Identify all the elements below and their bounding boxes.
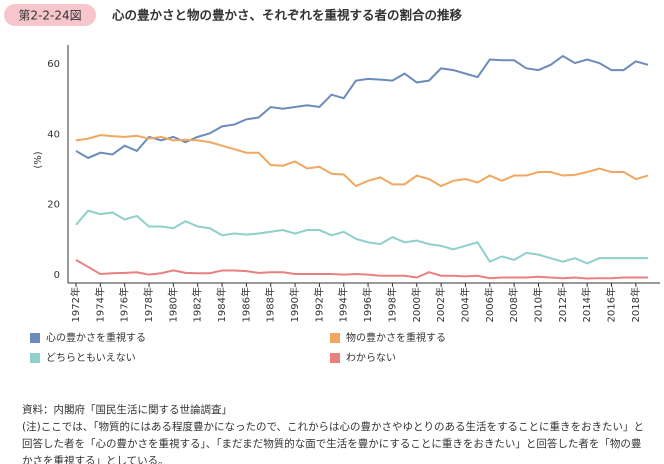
- x-tick-label: 1972年: [69, 287, 82, 322]
- x-tick-label: 1976年: [118, 287, 131, 322]
- y-tick-label: 0: [54, 270, 60, 281]
- figure-label-badge: [4, 4, 96, 26]
- note: (注)ここでは、「物質的にはある程度豊かになったので、これからは心の豊かさやゆと…: [22, 421, 645, 433]
- y-axis-label: (%): [33, 151, 44, 168]
- legend-swatch: [330, 333, 340, 343]
- chart: 第2-2-24図 心の豊かさと物の豊かさ、それぞれを重視する者の割合の推移 (%…: [4, 4, 660, 364]
- x-tick-label: 2000年: [410, 287, 423, 322]
- legend-swatch: [330, 353, 340, 363]
- x-tick-label: 1986年: [239, 287, 252, 322]
- x-tick-label: 1978年: [142, 287, 155, 322]
- x-tick-label: 2010年: [531, 287, 544, 322]
- x-tick-label: 2004年: [458, 287, 471, 322]
- x-tick-label: 1988年: [264, 287, 277, 322]
- x-tick-label: 1992年: [312, 287, 325, 322]
- x-tick-label: 2014年: [580, 287, 593, 322]
- x-tick-label: 1980年: [166, 287, 179, 322]
- x-tick-label: 1984年: [215, 287, 228, 322]
- x-tick-label: 2018年: [629, 287, 642, 322]
- legend-label: 物の豊かさを重視する: [346, 331, 446, 344]
- note: 資料：内閣府「国民生活に関する世論調査」: [22, 404, 232, 416]
- figure-label: 第2-2-24図: [18, 9, 81, 23]
- x-tick-label: 1974年: [93, 287, 106, 322]
- x-tick-label: 2006年: [483, 287, 496, 322]
- note: 回答した者を「心の豊かさを重視する」、「まだまだ物質的な面で生活を豊かにすること…: [22, 438, 642, 450]
- x-tick-label: 2016年: [604, 287, 617, 322]
- x-tick-label: 1990年: [288, 287, 301, 322]
- legend-label: 心の豊かさを重視する: [46, 331, 146, 344]
- y-tick-label: 60: [47, 59, 60, 70]
- x-tick-label: 2012年: [556, 287, 569, 322]
- legend-swatch: [30, 353, 40, 363]
- legend-label: わからない: [346, 352, 396, 364]
- series-line: [75, 134, 649, 188]
- y-tick-label: 40: [47, 129, 60, 140]
- x-tick-label: 1996年: [361, 287, 374, 322]
- legend-swatch: [30, 333, 40, 343]
- series-line: [75, 209, 648, 265]
- x-tick-label: 1994年: [337, 287, 350, 322]
- note: かさを重視する」としている。: [22, 455, 169, 464]
- x-tick-label: 1982年: [191, 287, 204, 322]
- y-tick-label: 20: [47, 200, 60, 211]
- x-tick-label: 2002年: [434, 287, 447, 322]
- chart-title: 心の豊かさと物の豊かさ、それぞれを重視する者の割合の推移: [112, 8, 463, 23]
- series-line: [75, 259, 648, 280]
- x-tick-label: 2008年: [507, 287, 520, 322]
- x-tick-label: 1998年: [385, 287, 398, 322]
- series-line: [75, 54, 649, 160]
- legend-label: どちらともいえない: [46, 352, 136, 364]
